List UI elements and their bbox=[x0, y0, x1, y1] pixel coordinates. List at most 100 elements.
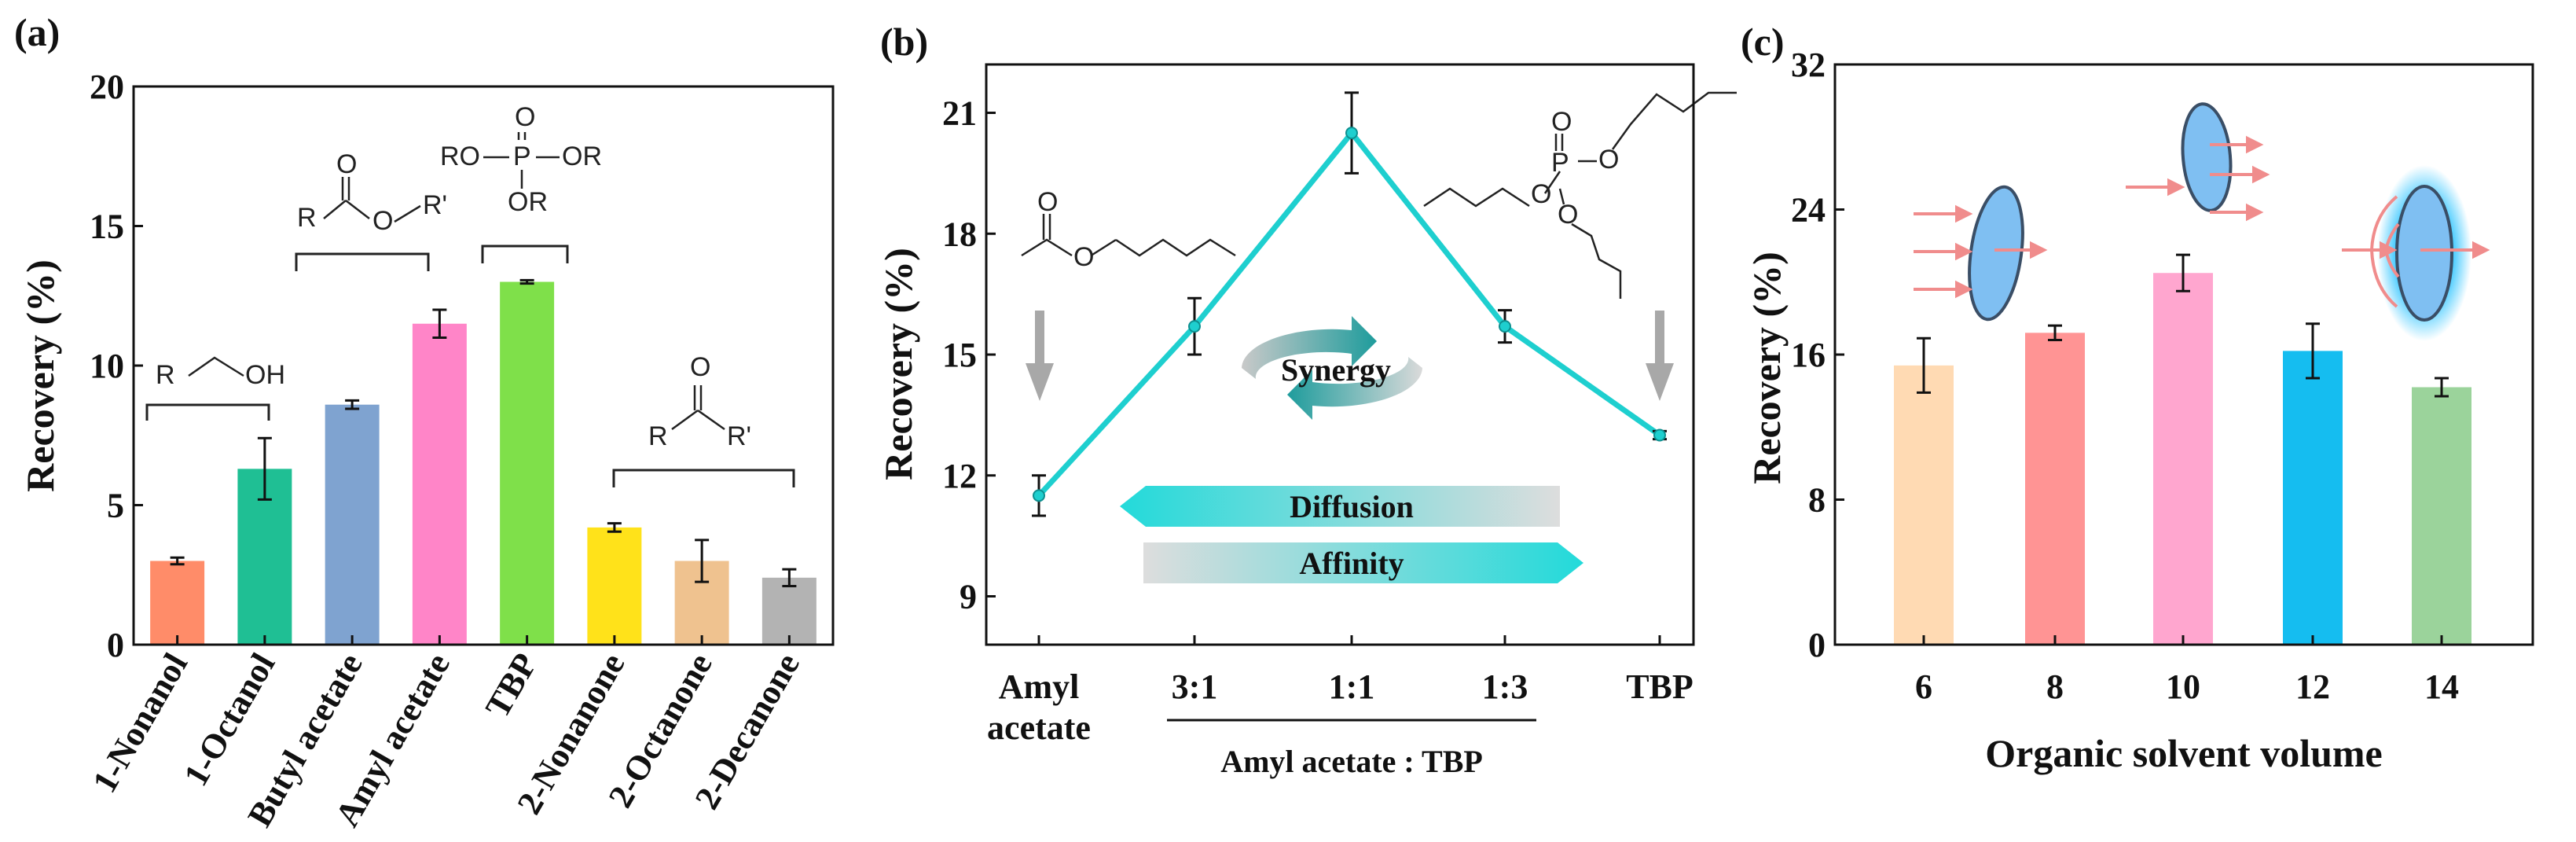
alcohol-oh: OH bbox=[245, 360, 285, 390]
synergy-cycle-icon bbox=[1242, 316, 1422, 420]
tbp-structure bbox=[1423, 91, 1737, 299]
panel-c-xlabel: Organic solvent volume bbox=[1985, 731, 2383, 775]
ester-r: R bbox=[297, 203, 317, 233]
alcohol-structure: R OH bbox=[145, 356, 285, 421]
down-arrow-left-icon bbox=[1026, 311, 1054, 401]
phosphate-p: P bbox=[513, 142, 531, 171]
synergy-label: Synergy bbox=[1281, 352, 1391, 388]
y-tick-label: 0 bbox=[1808, 626, 1826, 664]
bar-tbp bbox=[500, 281, 555, 645]
panel-b-series bbox=[1032, 91, 1667, 517]
panel-a-label: (a) bbox=[14, 10, 60, 54]
ester-or: O bbox=[372, 206, 393, 236]
ketone-rprime: R' bbox=[727, 421, 751, 451]
x-tick-label: TBP bbox=[478, 647, 545, 725]
y-tick-label: 21 bbox=[942, 94, 977, 133]
y-tick-label: 24 bbox=[1791, 191, 1826, 230]
data-point bbox=[1653, 428, 1666, 442]
diffusion-arrow: Diffusion bbox=[1120, 486, 1560, 527]
y-tick-label: 20 bbox=[90, 68, 124, 106]
panel-c-error-bars bbox=[1917, 253, 2449, 398]
phosphate-ro: RO bbox=[440, 142, 480, 171]
bar-butyl-acetate bbox=[325, 404, 380, 645]
x-tick-label: 8 bbox=[2046, 667, 2064, 706]
panel-b-label: (b) bbox=[880, 20, 928, 64]
x-tick-label: 1:1 bbox=[1329, 667, 1375, 706]
amyl-acetate-structure bbox=[1021, 214, 1236, 257]
x-tick-label: 12 bbox=[2295, 667, 2330, 706]
data-point bbox=[1033, 489, 1045, 502]
x-tick-label: Amyl bbox=[999, 667, 1080, 706]
panel-c-label: (c) bbox=[1741, 20, 1785, 64]
diffusion-label: Diffusion bbox=[1290, 489, 1414, 524]
amyl-acetate-ester-o: O bbox=[1073, 242, 1094, 272]
ketone-o: O bbox=[690, 352, 710, 382]
tbp-o-right: O bbox=[1598, 145, 1619, 175]
ester-rprime: R' bbox=[423, 190, 447, 220]
bar-volume-10 bbox=[2153, 273, 2213, 645]
x-tick-label: 10 bbox=[2166, 667, 2200, 706]
panel-c-xticks: 6 8 10 12 14 bbox=[1915, 635, 2459, 706]
data-point bbox=[1345, 127, 1358, 140]
bar-volume-12 bbox=[2283, 351, 2343, 645]
droplet-14-icon bbox=[2342, 165, 2490, 341]
panel-a-yticks: 0 5 10 15 20 bbox=[90, 68, 143, 664]
y-tick-label: 18 bbox=[942, 215, 977, 253]
ketone-structure: O R R' bbox=[612, 352, 795, 487]
x-tick-label: 3:1 bbox=[1172, 667, 1218, 706]
panel-c-frame bbox=[1833, 63, 2534, 646]
x-tick-label: TBP bbox=[1626, 667, 1693, 706]
panel-c-ylabel: Recovery (%) bbox=[1745, 252, 1789, 484]
panel-c-bars bbox=[1894, 273, 2471, 645]
x-tick-label: acetate bbox=[987, 708, 1091, 747]
down-arrow-right-icon bbox=[1646, 311, 1674, 401]
panel-a: (a) Recovery (%) 0 5 10 15 20 1-Nonanol1-Oct… bbox=[14, 10, 835, 833]
data-point bbox=[1499, 320, 1511, 333]
x-tick-label: 6 bbox=[1915, 667, 1932, 706]
x-tick-label: 14 bbox=[2424, 667, 2459, 706]
phosphate-o: O bbox=[515, 102, 535, 132]
panel-a-frame bbox=[132, 85, 835, 646]
amyl-acetate-carbonyl-o: O bbox=[1037, 187, 1058, 217]
ester-structure: R O O R' bbox=[295, 149, 447, 271]
affinity-arrow: Affinity bbox=[1143, 542, 1583, 583]
y-tick-label: 9 bbox=[960, 578, 977, 616]
droplet-10-icon bbox=[2126, 102, 2270, 222]
alcohol-r: R bbox=[156, 360, 175, 390]
tbp-o-left: O bbox=[1531, 179, 1551, 209]
bar-volume-8 bbox=[2025, 333, 2085, 645]
panel-a-bars bbox=[150, 281, 816, 645]
series-line bbox=[1037, 128, 1662, 498]
bar-1-nonanol bbox=[150, 561, 205, 645]
x-tick-label: 1:3 bbox=[1482, 667, 1528, 706]
y-tick-label: 16 bbox=[1791, 336, 1826, 374]
affinity-label: Affinity bbox=[1299, 546, 1404, 581]
bar-2-decanone bbox=[761, 577, 816, 645]
bar-volume-14 bbox=[2412, 387, 2471, 645]
panel-a-error-bars bbox=[170, 278, 797, 587]
panel-b-frame bbox=[985, 63, 1695, 646]
x-tick-label: 1-Nonanol bbox=[85, 647, 195, 800]
bar-2-nonanone bbox=[587, 527, 642, 645]
panel-c: (c) Recovery (%) 0 8 16 24 32 6 8 10 12 14 bbox=[1741, 20, 2534, 775]
data-point bbox=[1188, 320, 1201, 333]
y-tick-label: 8 bbox=[1808, 481, 1826, 520]
panel-b-xlabel: Amyl acetate : TBP bbox=[1220, 744, 1483, 779]
bar-volume-6 bbox=[1894, 365, 1954, 645]
y-tick-label: 12 bbox=[942, 457, 977, 495]
y-tick-label: 15 bbox=[90, 208, 124, 246]
tbp-o-top: O bbox=[1551, 107, 1572, 137]
phosphate-structure: O P RO OR OR bbox=[440, 102, 602, 263]
panel-a-ylabel: Recovery (%) bbox=[18, 259, 62, 492]
y-tick-label: 32 bbox=[1791, 46, 1826, 84]
y-tick-label: 5 bbox=[107, 487, 124, 525]
ester-o: O bbox=[336, 149, 357, 179]
ketone-r: R bbox=[648, 421, 668, 451]
phosphate-or-bottom: OR bbox=[508, 187, 548, 217]
bar-amyl-acetate bbox=[412, 323, 467, 645]
y-tick-label: 15 bbox=[942, 336, 977, 374]
